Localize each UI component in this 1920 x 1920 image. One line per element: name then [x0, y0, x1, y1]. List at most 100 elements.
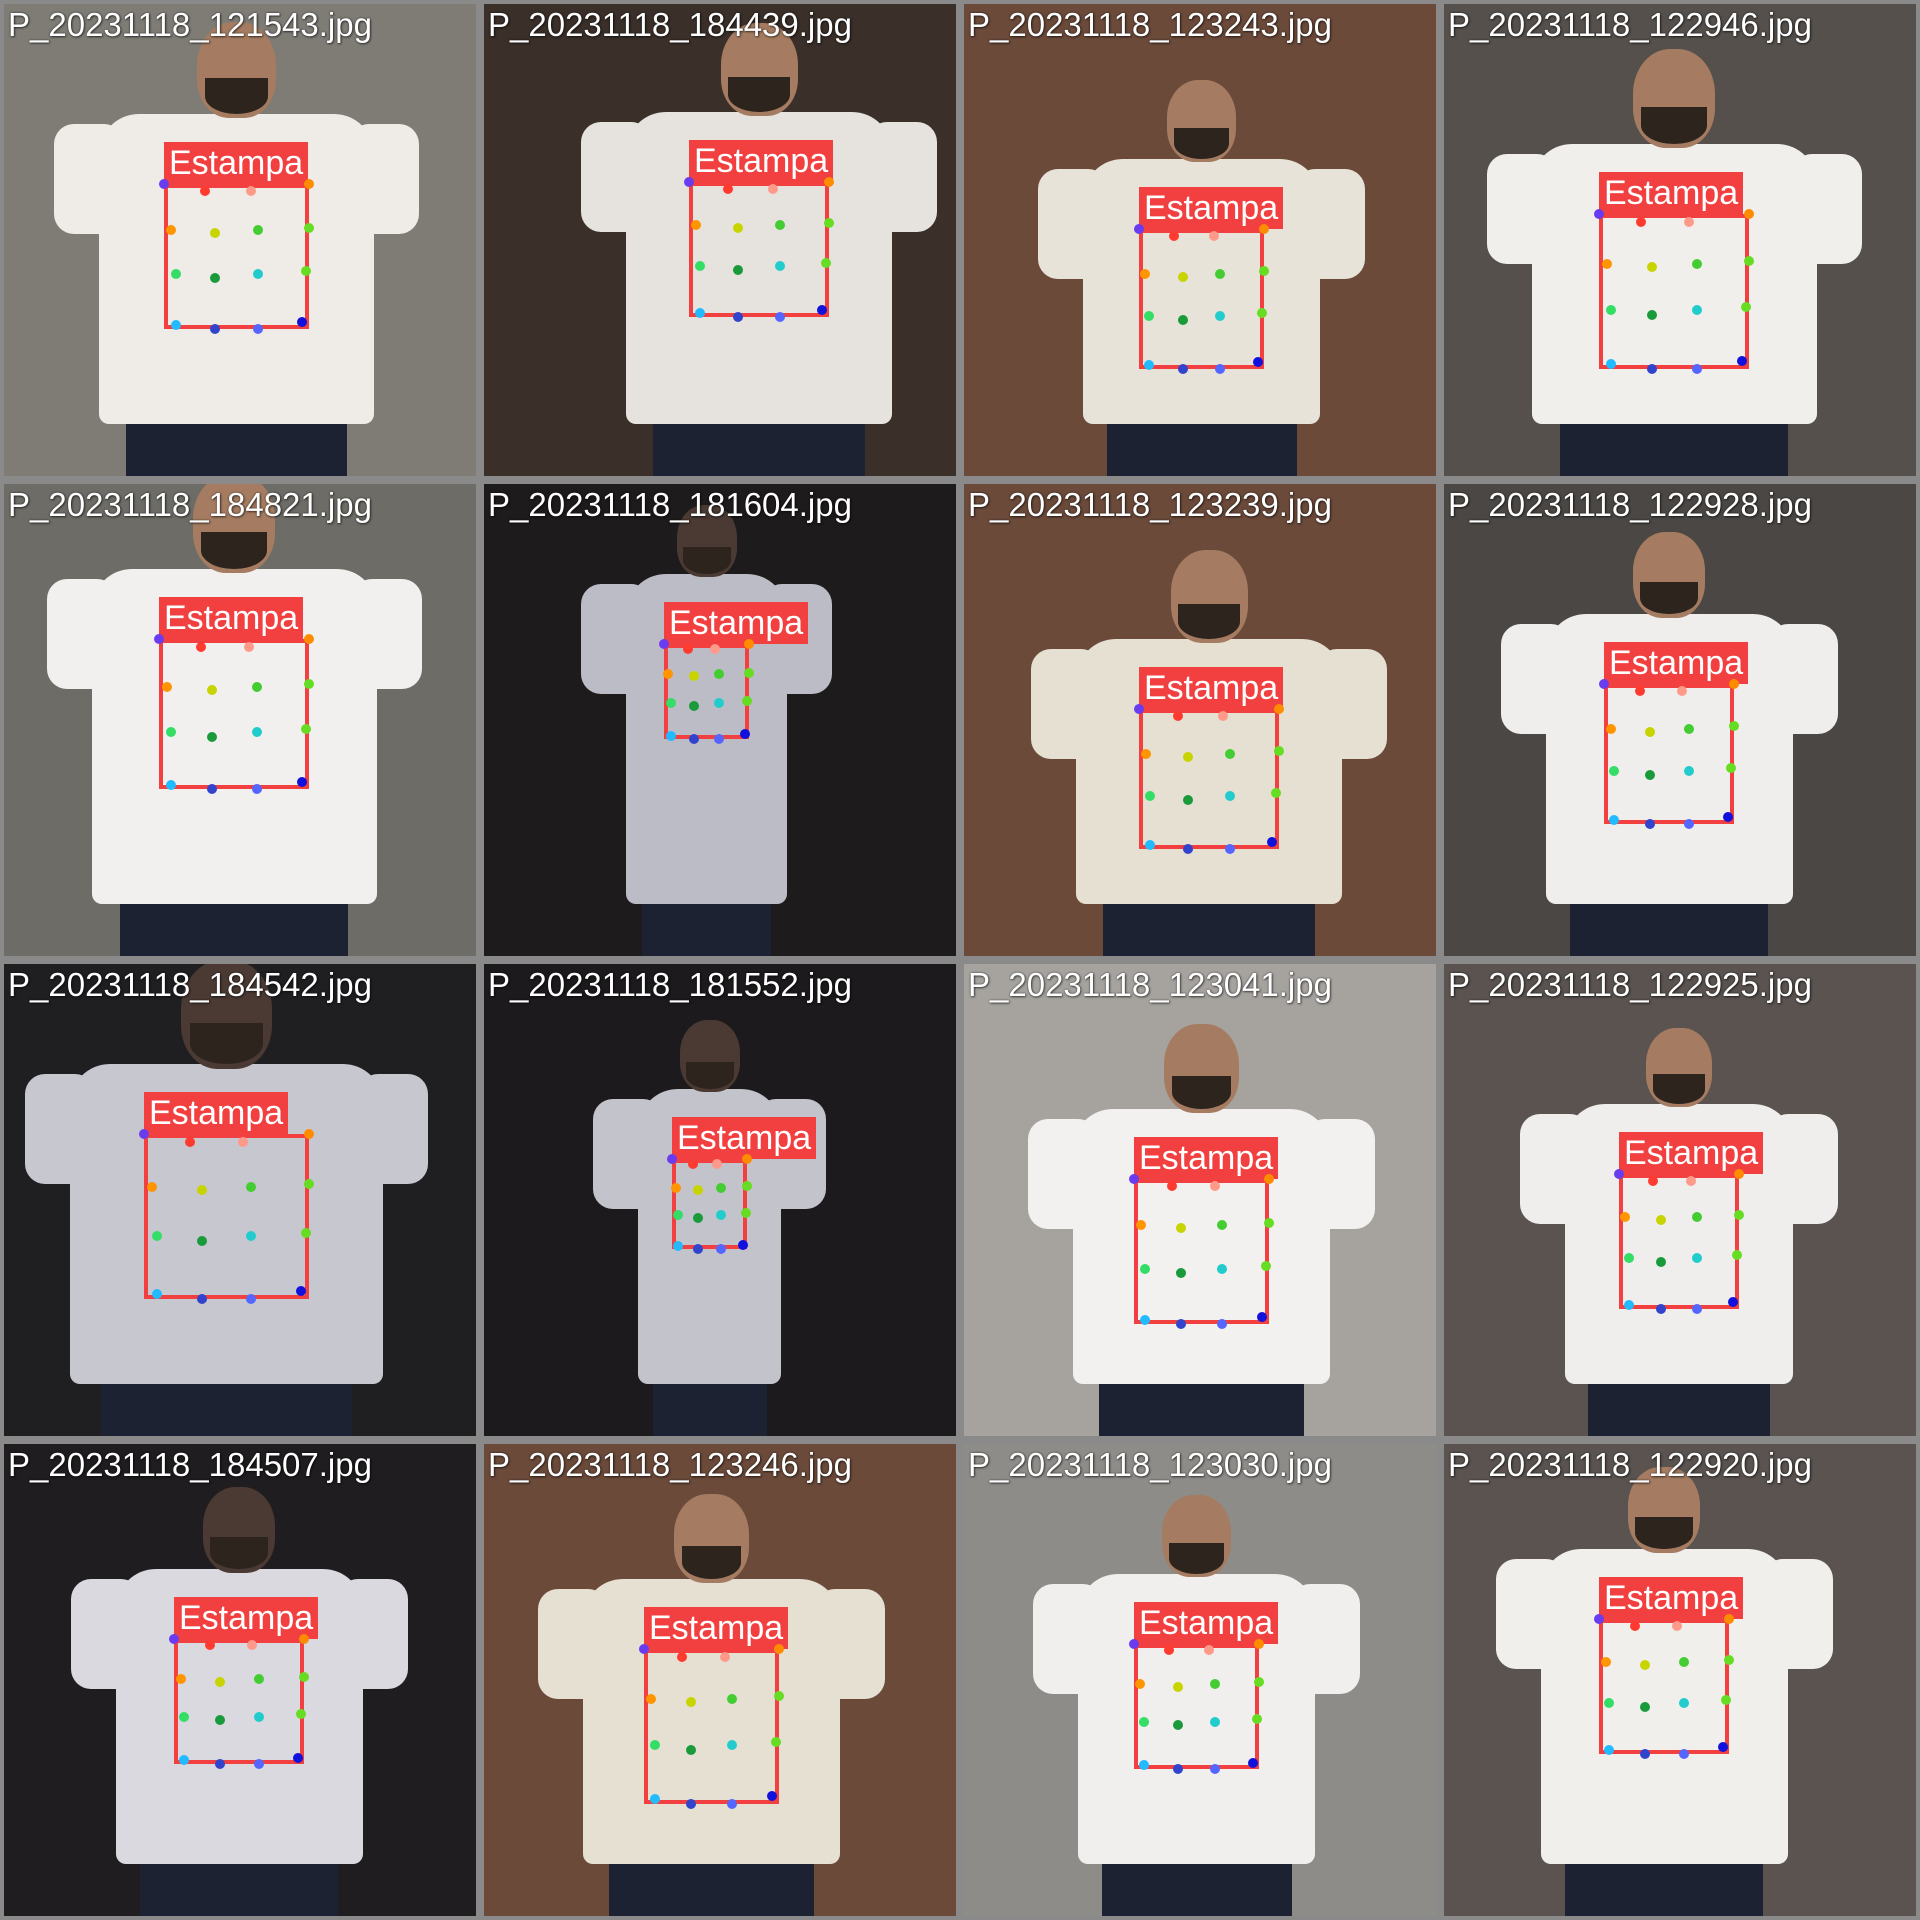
keypoint	[295, 1285, 306, 1296]
keypoint	[1140, 268, 1151, 279]
keypoint	[1741, 302, 1751, 312]
keypoint	[139, 1129, 149, 1139]
keypoint	[296, 1709, 307, 1719]
person-beard	[685, 1062, 734, 1089]
person-beard	[1174, 128, 1229, 159]
keypoint	[1644, 726, 1655, 737]
keypoint	[169, 1634, 179, 1644]
keypoint	[1274, 746, 1284, 756]
detection-box: Estampa	[664, 602, 809, 739]
keypoint	[1656, 1304, 1666, 1314]
keypoint	[1183, 751, 1193, 762]
photo	[4, 484, 476, 956]
image-filename: P_20231118_184507.jpg	[8, 1446, 372, 1483]
keypoint	[1176, 1319, 1187, 1329]
keypoint	[253, 268, 264, 279]
detection-box: Estampa	[1599, 172, 1749, 369]
image-filename: P_20231118_122928.jpg	[1448, 486, 1812, 523]
keypoint	[251, 682, 262, 692]
image-tile: Estampa P_20231118_123239.jpg	[960, 480, 1440, 960]
keypoint	[301, 266, 312, 276]
person-beard	[1178, 604, 1240, 639]
keypoint	[775, 260, 785, 271]
keypoint	[1683, 765, 1694, 776]
pants	[1587, 1380, 1771, 1436]
keypoint	[649, 1794, 660, 1805]
keypoint	[1721, 1695, 1732, 1705]
keypoint	[1678, 1749, 1689, 1759]
keypoint	[1683, 723, 1694, 734]
keypoint	[1734, 1209, 1744, 1220]
keypoint	[1722, 812, 1733, 822]
keypoint	[253, 324, 264, 334]
keypoint	[161, 682, 172, 692]
keypoint	[1647, 1175, 1658, 1186]
keypoint	[1172, 1720, 1183, 1731]
pants	[641, 900, 772, 956]
keypoint	[768, 183, 778, 194]
keypoint	[1210, 1679, 1221, 1689]
keypoint	[246, 186, 256, 197]
image-tile: Estampa P_20231118_122920.jpg	[1440, 1440, 1920, 1920]
keypoint	[296, 316, 307, 327]
keypoint	[1139, 1314, 1150, 1325]
keypoint	[1646, 261, 1657, 272]
image-filename: P_20231118_122946.jpg	[1448, 6, 1812, 43]
keypoint	[1623, 1299, 1634, 1310]
keypoint	[684, 177, 694, 187]
keypoint	[253, 1759, 264, 1769]
keypoint	[1225, 790, 1235, 801]
keypoint	[726, 1693, 737, 1704]
keypoint	[1604, 1697, 1615, 1708]
person-beard	[1635, 1516, 1693, 1549]
detection-box: Estampa	[1619, 1132, 1764, 1309]
keypoint	[1731, 1250, 1742, 1260]
keypoint	[1215, 268, 1226, 279]
keypoint	[715, 1182, 726, 1193]
keypoint	[742, 1154, 752, 1164]
pants	[101, 1380, 352, 1436]
keypoint	[1254, 1639, 1264, 1649]
keypoint	[214, 1676, 225, 1687]
image-tile: Estampa P_20231118_184542.jpg	[0, 960, 480, 1440]
person-beard	[1641, 106, 1707, 144]
keypoint	[1177, 364, 1188, 374]
keypoint	[292, 1752, 303, 1763]
keypoint	[238, 1137, 248, 1148]
keypoint	[170, 268, 181, 279]
keypoint	[733, 264, 743, 275]
image-filename: P_20231118_123246.jpg	[488, 1446, 852, 1483]
photo	[4, 1444, 476, 1916]
keypoint	[1183, 844, 1193, 854]
keypoint	[199, 186, 210, 197]
keypoint	[1204, 1645, 1214, 1656]
image-tile: Estampa P_20231118_122928.jpg	[1440, 480, 1920, 960]
keypoint	[251, 727, 262, 737]
keypoint	[695, 260, 706, 271]
photo	[484, 4, 956, 476]
detection-label: Estampa	[1134, 1602, 1279, 1644]
keypoint	[688, 671, 699, 682]
detection-label: Estampa	[1604, 642, 1749, 684]
keypoint	[712, 1158, 722, 1169]
keypoint	[175, 1674, 186, 1684]
keypoint	[1605, 723, 1616, 734]
keypoint	[251, 784, 262, 794]
keypoint	[1209, 231, 1219, 241]
keypoint	[170, 319, 181, 330]
keypoint	[1216, 1220, 1227, 1231]
detection-label: Estampa	[644, 1607, 789, 1649]
person-beard	[1640, 581, 1698, 614]
keypoint	[1678, 1657, 1689, 1668]
keypoint	[1728, 1297, 1738, 1308]
keypoint	[1183, 795, 1193, 805]
keypoint	[1609, 814, 1620, 825]
keypoint	[1656, 1256, 1666, 1267]
person-beard	[682, 547, 731, 574]
keypoint	[1210, 1716, 1221, 1727]
person-beard	[1652, 1074, 1706, 1104]
detection-label: Estampa	[1599, 172, 1744, 214]
keypoint	[663, 669, 674, 680]
keypoint	[1177, 315, 1188, 325]
